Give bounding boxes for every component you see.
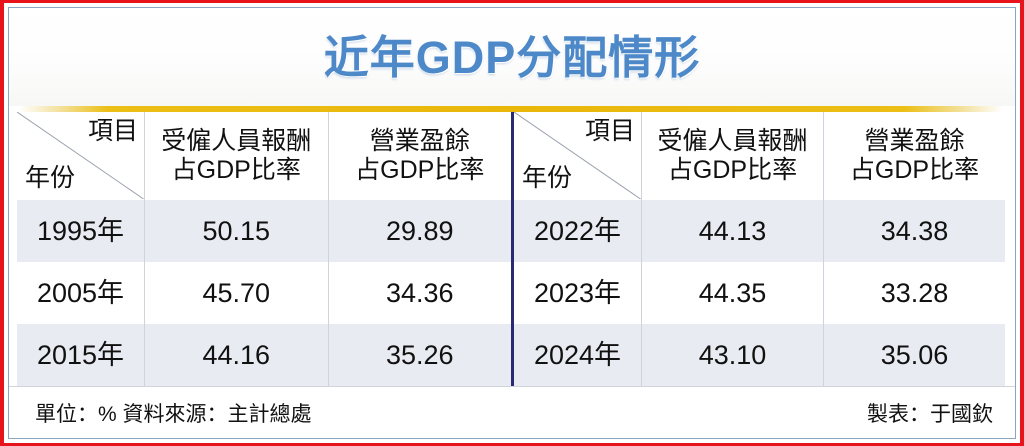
cell-year: 2022年 <box>514 200 642 262</box>
data-table: 項目 年份 受僱人員報酬 占GDP比率 營業盈餘 占GDP比率 1995年 <box>9 112 1015 386</box>
cell-compensation: 45.70 <box>145 262 329 324</box>
corner-header-cell-left: 項目 年份 <box>17 112 145 200</box>
table-row: 2005年 45.70 34.36 <box>17 262 511 324</box>
table-row: 2023年 44.35 33.28 <box>514 262 1005 324</box>
author-credit: 製表：于國欽 <box>867 402 993 426</box>
table-header-row-right: 項目 年份 受僱人員報酬 占GDP比率 營業盈餘 占GDP比率 <box>514 112 1005 200</box>
cell-compensation: 50.15 <box>145 200 329 262</box>
corner-year-label-right: 年份 <box>522 163 573 192</box>
column-header-compensation-left: 受僱人員報酬 占GDP比率 <box>145 112 329 200</box>
table-half-right: 項目 年份 受僱人員報酬 占GDP比率 營業盈餘 占GDP比率 2022年 <box>511 112 1005 386</box>
gold-accent-rule <box>19 106 1003 112</box>
title-band: 近年GDP分配情形 <box>9 8 1015 106</box>
corner-year-label-left: 年份 <box>25 163 76 192</box>
cell-compensation: 44.13 <box>642 200 824 262</box>
cell-operating-surplus: 35.26 <box>385 339 454 370</box>
cell-compensation: 43.10 <box>642 324 824 386</box>
content-frame: 近年GDP分配情形 項目 年份 受僱人員報酬 占GDP比率 <box>8 7 1016 439</box>
column-header-line2: 占GDP比率 <box>355 156 485 184</box>
table-row: 2015年 44.16 35.26 <box>17 324 511 386</box>
cell-operating-surplus: 33.28 <box>880 277 949 308</box>
cell-operating-surplus: 35.06 <box>880 339 949 370</box>
cell-year: 2015年 <box>17 324 145 386</box>
column-header-surplus-right: 營業盈餘 占GDP比率 <box>824 112 1005 200</box>
column-header-line2: 占GDP比率 <box>171 156 301 184</box>
table-header-row-left: 項目 年份 受僱人員報酬 占GDP比率 營業盈餘 占GDP比率 <box>17 112 511 200</box>
cell-year: 2005年 <box>17 262 145 324</box>
column-header-line2: 占GDP比率 <box>849 156 980 184</box>
cell-operating-surplus: 34.38 <box>880 215 949 246</box>
column-header-line1: 受僱人員報酬 <box>161 126 312 155</box>
corner-header-cell-right: 項目 年份 <box>514 112 642 200</box>
cell-year: 2024年 <box>514 324 642 386</box>
cell-year: 2023年 <box>514 262 642 324</box>
corner-item-label-right: 項目 <box>584 117 635 145</box>
cell-compensation: 44.16 <box>145 324 329 386</box>
unit-and-source-note: 單位：% 資料來源：主計總處 <box>35 402 312 426</box>
corner-item-label-left: 項目 <box>87 117 138 145</box>
table-body-right: 2022年 44.13 34.38 2023年 44.35 33.28 2024… <box>514 200 1005 386</box>
cell-operating-surplus: 29.89 <box>385 215 454 246</box>
table-row: 2022年 44.13 34.38 <box>514 200 1005 262</box>
column-header-line1: 營業盈餘 <box>369 126 470 155</box>
cell-operating-surplus: 34.36 <box>385 277 454 308</box>
table-row: 1995年 50.15 29.89 <box>17 200 511 262</box>
column-header-compensation-right: 受僱人員報酬 占GDP比率 <box>642 112 824 200</box>
column-header-line1: 營業盈餘 <box>864 126 965 155</box>
table-row: 2024年 43.10 35.06 <box>514 324 1005 386</box>
column-header-line1: 受僱人員報酬 <box>657 126 808 155</box>
cell-year: 1995年 <box>17 200 145 262</box>
table-body-left: 1995年 50.15 29.89 2005年 45.70 34.36 2015… <box>17 200 511 386</box>
table-half-left: 項目 年份 受僱人員報酬 占GDP比率 營業盈餘 占GDP比率 1995年 <box>17 112 511 386</box>
column-header-line2: 占GDP比率 <box>667 156 798 184</box>
cell-compensation: 44.35 <box>642 262 824 324</box>
page-title: 近年GDP分配情形 <box>323 31 701 83</box>
column-header-surplus-left: 營業盈餘 占GDP比率 <box>329 112 512 200</box>
table-footnote: 單位：% 資料來源：主計總處 製表：于國欽 <box>9 386 1015 438</box>
